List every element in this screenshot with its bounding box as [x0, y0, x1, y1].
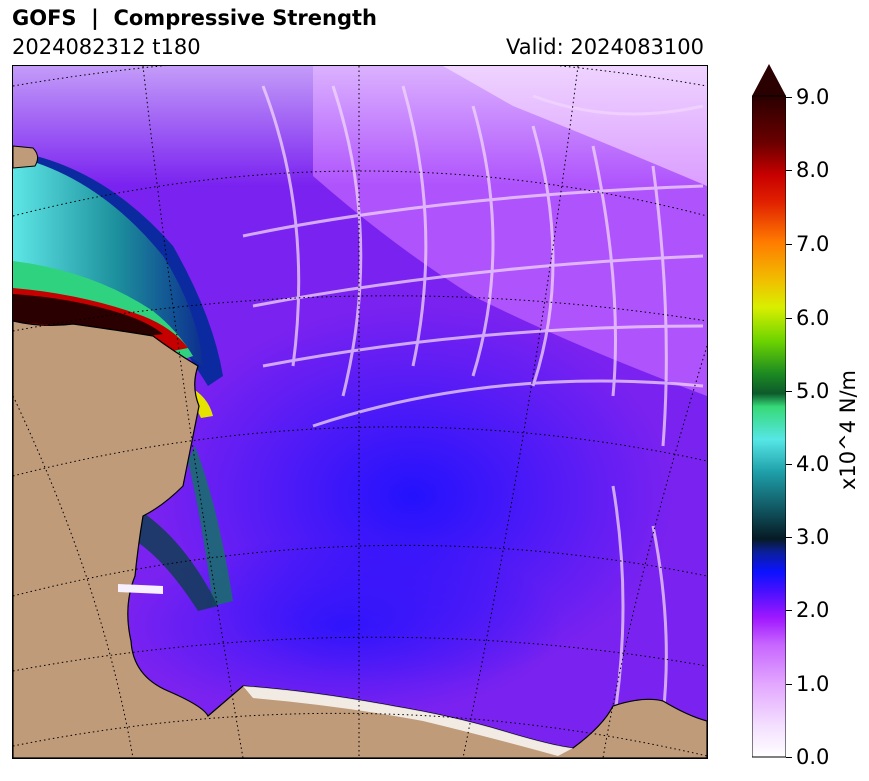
- colorbar-label: x10^4 N/m: [836, 369, 860, 491]
- colorbar: [752, 64, 786, 758]
- fjord-inlet: [118, 584, 163, 594]
- colorbar-tick: 5.0: [796, 379, 830, 403]
- map-canvas: [13, 66, 707, 758]
- map-title: GOFS | Compressive Strength: [12, 6, 377, 30]
- colorbar-tick: 7.0: [796, 232, 830, 256]
- graticule: [13, 66, 707, 758]
- run-label: 2024082312 t180: [12, 35, 201, 59]
- colorbar-tick: 8.0: [796, 158, 830, 182]
- colorbar-tick: 1.0: [796, 672, 830, 696]
- colorbar-extend-max-arrow: [752, 64, 786, 96]
- land-northwest: [13, 145, 39, 169]
- colorbar-tick: 2.0: [796, 598, 830, 622]
- colorbar-tick: 6.0: [796, 306, 830, 330]
- map-panel[interactable]: [12, 65, 708, 759]
- colorbar-scale: [752, 95, 786, 758]
- colorbar-tick: 3.0: [796, 525, 830, 549]
- colorbar-tick: 9.0: [796, 85, 830, 109]
- colorbar-tick: 4.0: [796, 452, 830, 476]
- land-west: [13, 320, 707, 758]
- lead-streaks: [242, 85, 704, 727]
- colorbar-tick: 0.0: [796, 745, 830, 769]
- valid-time-label: Valid: 2024083100: [506, 35, 704, 59]
